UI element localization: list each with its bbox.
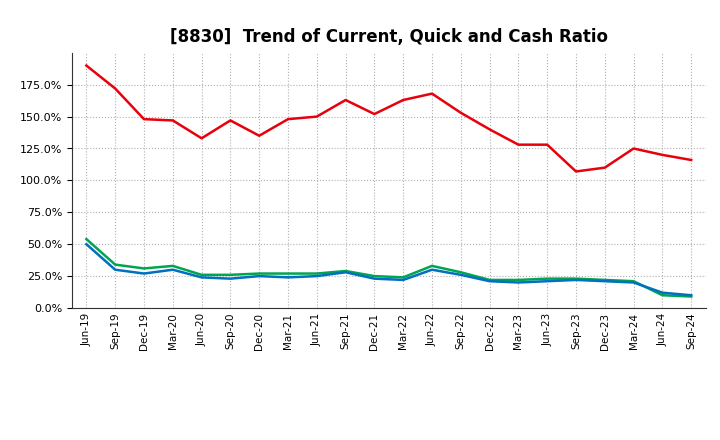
Current Ratio <box>629 146 638 151</box>
Quick Ratio <box>572 276 580 281</box>
Quick Ratio <box>111 262 120 267</box>
Quick Ratio <box>312 271 321 276</box>
Current Ratio <box>226 118 235 123</box>
Current Ratio <box>255 133 264 139</box>
Quick Ratio <box>197 272 206 278</box>
Quick Ratio <box>456 270 465 275</box>
Current Ratio <box>514 142 523 147</box>
Cash Ratio <box>140 271 148 276</box>
Quick Ratio <box>168 263 177 268</box>
Current Ratio <box>197 136 206 141</box>
Cash Ratio <box>197 275 206 280</box>
Quick Ratio <box>543 276 552 281</box>
Quick Ratio <box>687 294 696 299</box>
Cash Ratio <box>370 276 379 281</box>
Cash Ratio <box>572 277 580 282</box>
Current Ratio <box>312 114 321 119</box>
Quick Ratio <box>629 279 638 284</box>
Quick Ratio <box>82 236 91 242</box>
Current Ratio <box>168 118 177 123</box>
Cash Ratio <box>399 277 408 282</box>
Quick Ratio <box>226 272 235 278</box>
Quick Ratio <box>341 268 350 274</box>
Cash Ratio <box>485 279 494 284</box>
Cash Ratio <box>255 273 264 279</box>
Current Ratio <box>687 158 696 163</box>
Cash Ratio <box>284 275 292 280</box>
Cash Ratio <box>687 293 696 298</box>
Cash Ratio <box>226 276 235 281</box>
Cash Ratio <box>111 267 120 272</box>
Quick Ratio <box>514 277 523 282</box>
Line: Quick Ratio: Quick Ratio <box>86 239 691 297</box>
Current Ratio <box>284 117 292 122</box>
Line: Current Ratio: Current Ratio <box>86 66 691 172</box>
Cash Ratio <box>543 279 552 284</box>
Line: Cash Ratio: Cash Ratio <box>86 244 691 295</box>
Quick Ratio <box>485 277 494 282</box>
Current Ratio <box>399 97 408 103</box>
Quick Ratio <box>399 275 408 280</box>
Current Ratio <box>456 110 465 115</box>
Cash Ratio <box>82 242 91 247</box>
Current Ratio <box>485 127 494 132</box>
Current Ratio <box>428 91 436 96</box>
Current Ratio <box>111 86 120 91</box>
Cash Ratio <box>168 267 177 272</box>
Current Ratio <box>600 165 609 170</box>
Current Ratio <box>572 169 580 174</box>
Title: [8830]  Trend of Current, Quick and Cash Ratio: [8830] Trend of Current, Quick and Cash … <box>170 28 608 46</box>
Quick Ratio <box>284 271 292 276</box>
Quick Ratio <box>140 266 148 271</box>
Current Ratio <box>370 111 379 117</box>
Current Ratio <box>543 142 552 147</box>
Cash Ratio <box>428 267 436 272</box>
Cash Ratio <box>341 270 350 275</box>
Quick Ratio <box>255 271 264 276</box>
Cash Ratio <box>629 280 638 285</box>
Cash Ratio <box>600 279 609 284</box>
Quick Ratio <box>428 263 436 268</box>
Quick Ratio <box>600 277 609 282</box>
Current Ratio <box>658 152 667 158</box>
Cash Ratio <box>514 280 523 285</box>
Quick Ratio <box>370 273 379 279</box>
Current Ratio <box>341 97 350 103</box>
Cash Ratio <box>658 290 667 295</box>
Cash Ratio <box>312 273 321 279</box>
Current Ratio <box>140 117 148 122</box>
Cash Ratio <box>456 272 465 278</box>
Quick Ratio <box>658 293 667 298</box>
Current Ratio <box>82 63 91 68</box>
